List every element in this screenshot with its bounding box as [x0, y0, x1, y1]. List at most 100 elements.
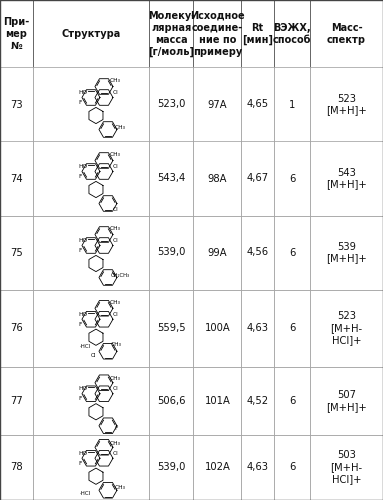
Text: F: F — [78, 174, 82, 179]
Bar — [0, 290, 33, 367]
Bar — [241, 434, 274, 500]
Text: 539,0: 539,0 — [157, 248, 186, 258]
Text: HO: HO — [79, 312, 88, 317]
Text: F: F — [78, 100, 82, 105]
Text: Молеку-
лярная
масса
[г/моль]: Молеку- лярная масса [г/моль] — [148, 10, 195, 57]
Bar — [274, 367, 310, 434]
Text: CH₃: CH₃ — [110, 441, 121, 446]
Text: 100A: 100A — [205, 324, 230, 334]
Bar — [274, 68, 310, 142]
Text: 523
[M+H]+: 523 [M+H]+ — [326, 94, 367, 116]
Text: HO: HO — [79, 386, 88, 392]
Text: 6: 6 — [289, 174, 295, 184]
Text: 1: 1 — [289, 100, 295, 110]
Text: 4,56: 4,56 — [247, 248, 268, 258]
Text: 523
[M+H-
HCl]+: 523 [M+H- HCl]+ — [331, 311, 363, 346]
Text: HO: HO — [79, 90, 88, 95]
Bar — [33, 367, 149, 434]
Text: 6: 6 — [289, 248, 295, 258]
Text: Cl: Cl — [113, 238, 119, 243]
Text: 4,65: 4,65 — [247, 100, 268, 110]
Text: 543
[M+H]+: 543 [M+H]+ — [326, 168, 367, 190]
Bar — [33, 142, 149, 216]
Text: 6: 6 — [289, 462, 295, 472]
Bar — [149, 216, 193, 290]
Text: 506,6: 506,6 — [157, 396, 186, 406]
Bar — [193, 142, 241, 216]
Bar — [310, 367, 383, 434]
Bar — [274, 216, 310, 290]
Text: Исходное
соедине-
ние по
примеру: Исходное соедине- ние по примеру — [190, 11, 245, 57]
Text: Cl: Cl — [113, 207, 119, 212]
Text: 4,63: 4,63 — [247, 324, 268, 334]
Text: 539,0: 539,0 — [157, 462, 186, 472]
Text: Cl: Cl — [113, 90, 119, 95]
Text: ·HCl: ·HCl — [79, 344, 90, 349]
Text: 523,0: 523,0 — [157, 100, 186, 110]
Bar — [149, 290, 193, 367]
Bar — [310, 290, 383, 367]
Bar — [310, 434, 383, 500]
Bar — [149, 0, 193, 68]
Text: 6: 6 — [289, 324, 295, 334]
Text: 77: 77 — [10, 396, 23, 406]
Bar — [149, 142, 193, 216]
Text: 99A: 99A — [208, 248, 227, 258]
Bar — [149, 68, 193, 142]
Text: 78: 78 — [10, 462, 23, 472]
Bar — [0, 367, 33, 434]
Bar — [310, 0, 383, 68]
Text: 4,63: 4,63 — [247, 462, 268, 472]
Bar — [193, 434, 241, 500]
Bar — [274, 0, 310, 68]
Text: CH₃: CH₃ — [110, 226, 121, 231]
Text: 559,5: 559,5 — [157, 324, 186, 334]
Text: CH₃: CH₃ — [110, 342, 121, 347]
Bar — [0, 216, 33, 290]
Bar — [193, 68, 241, 142]
Text: 76: 76 — [10, 324, 23, 334]
Bar — [193, 367, 241, 434]
Bar — [33, 434, 149, 500]
Text: 543,4: 543,4 — [157, 174, 185, 184]
Bar — [33, 0, 149, 68]
Text: HO: HO — [79, 451, 88, 456]
Bar — [0, 434, 33, 500]
Text: CH₃: CH₃ — [110, 152, 121, 157]
Bar — [33, 68, 149, 142]
Bar — [33, 290, 149, 367]
Bar — [310, 68, 383, 142]
Text: 74: 74 — [10, 174, 23, 184]
Text: 4,67: 4,67 — [247, 174, 268, 184]
Text: CH₂CH₃: CH₂CH₃ — [110, 273, 129, 278]
Text: CH₃: CH₃ — [115, 485, 126, 490]
Bar — [0, 0, 33, 68]
Text: 507
[M+H]+: 507 [M+H]+ — [326, 390, 367, 412]
Text: F: F — [78, 248, 82, 253]
Text: Rt
[мин]: Rt [мин] — [242, 22, 273, 45]
Text: F: F — [78, 396, 82, 402]
Text: ВЭЖХ,
способ: ВЭЖХ, способ — [273, 23, 311, 45]
Text: 101A: 101A — [205, 396, 230, 406]
Text: 539
[M+H]+: 539 [M+H]+ — [326, 242, 367, 264]
Bar — [33, 216, 149, 290]
Text: 73: 73 — [10, 100, 23, 110]
Bar — [274, 434, 310, 500]
Bar — [274, 290, 310, 367]
Text: Масс-
спектр: Масс- спектр — [327, 23, 366, 45]
Bar — [0, 142, 33, 216]
Bar — [274, 142, 310, 216]
Text: CH₃: CH₃ — [110, 300, 121, 305]
Bar — [310, 216, 383, 290]
Text: 503
[M+H-
HCl]+: 503 [M+H- HCl]+ — [331, 450, 363, 484]
Text: CH₃: CH₃ — [110, 376, 121, 382]
Bar — [310, 142, 383, 216]
Bar — [193, 0, 241, 68]
Text: 97A: 97A — [208, 100, 227, 110]
Text: F: F — [114, 426, 118, 431]
Bar — [0, 68, 33, 142]
Text: F: F — [78, 322, 82, 327]
Bar — [241, 68, 274, 142]
Text: При-
мер
№: При- мер № — [3, 17, 29, 51]
Bar — [241, 142, 274, 216]
